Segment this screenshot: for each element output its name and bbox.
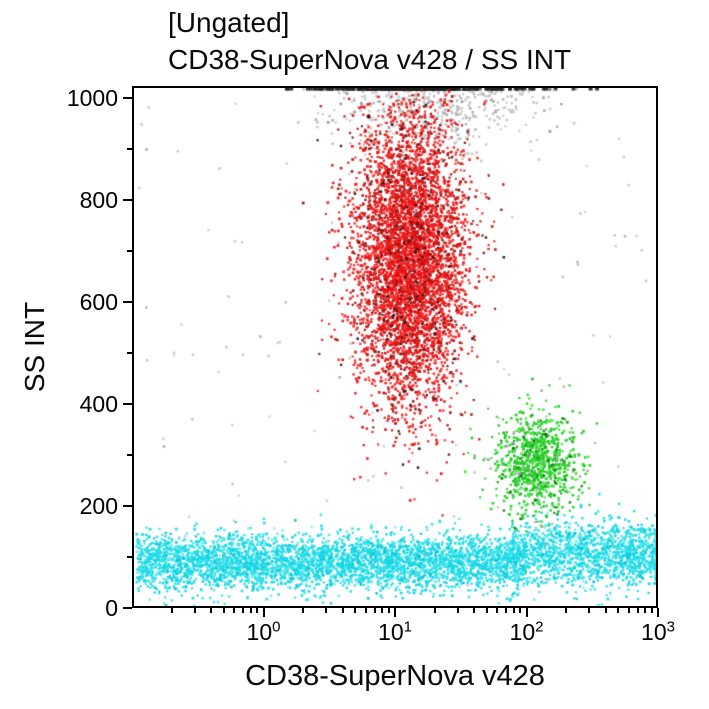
y-tick-label: 1000 <box>66 84 118 111</box>
x-minor-tick <box>505 608 508 613</box>
x-minor-tick <box>193 608 196 613</box>
y-major-tick <box>123 402 132 405</box>
x-minor-tick <box>627 608 630 613</box>
y-tick-label: 0 <box>105 595 118 621</box>
x-tick-label: 102 <box>509 618 544 645</box>
x-minor-tick <box>433 608 436 613</box>
y-tick-label: 800 <box>79 186 118 213</box>
x-minor-tick <box>249 608 252 613</box>
x-axis-label: CD38-SuperNova v428 <box>245 660 545 692</box>
x-minor-tick <box>364 608 367 613</box>
x-minor-tick <box>604 608 607 613</box>
x-tick-label: 101 <box>378 618 412 645</box>
x-minor-tick <box>485 608 488 613</box>
plot-title-gate: [Ungated] <box>168 7 290 38</box>
scatter-dot-canvas <box>134 88 656 606</box>
y-major-tick <box>123 504 132 507</box>
x-minor-tick <box>256 608 259 613</box>
x-minor-tick <box>222 608 225 613</box>
x-minor-tick <box>636 608 639 613</box>
x-major-tick <box>394 608 396 617</box>
x-minor-tick <box>473 608 476 613</box>
x-minor-tick <box>373 608 376 613</box>
x-minor-tick <box>565 608 568 613</box>
plot-title-parameters: CD38-SuperNova v428 / SS INT <box>168 44 572 75</box>
y-tick-label: 400 <box>79 390 118 417</box>
y-minor-tick <box>127 351 132 354</box>
x-major-tick <box>262 608 265 617</box>
y-tick-label: 600 <box>79 288 118 315</box>
x-minor-tick <box>242 608 245 613</box>
y-major-tick <box>123 300 132 303</box>
x-minor-tick <box>617 608 620 613</box>
x-minor-tick <box>650 608 653 613</box>
x-major-tick <box>657 608 659 617</box>
x-major-tick <box>525 608 528 617</box>
y-tick-label: 200 <box>79 492 118 519</box>
x-minor-tick <box>588 608 591 613</box>
y-axis-label: SS INT <box>19 301 50 393</box>
x-minor-tick <box>387 608 390 613</box>
plot-title: [Ungated] CD38-SuperNova v428 / SS INT <box>168 4 571 78</box>
x-minor-tick <box>210 608 213 613</box>
x-minor-tick <box>325 608 328 613</box>
x-tick-label: 103 <box>641 618 675 645</box>
x-tick-label: 100 <box>246 618 281 645</box>
x-minor-tick <box>512 608 515 613</box>
y-major-tick <box>123 198 132 201</box>
y-minor-tick <box>127 555 132 558</box>
x-minor-tick <box>519 608 522 613</box>
x-minor-tick <box>381 608 384 613</box>
y-minor-tick <box>127 453 132 456</box>
y-minor-tick <box>127 249 132 252</box>
x-minor-tick <box>354 608 357 613</box>
x-minor-tick <box>233 608 236 613</box>
x-minor-tick <box>302 608 305 613</box>
x-minor-tick <box>170 608 173 613</box>
y-minor-tick <box>127 147 132 150</box>
x-minor-tick <box>341 608 344 613</box>
x-minor-tick <box>644 608 647 613</box>
x-minor-tick <box>496 608 499 613</box>
x-minor-tick <box>456 608 459 613</box>
y-major-tick <box>123 96 132 99</box>
y-major-tick <box>123 607 132 609</box>
